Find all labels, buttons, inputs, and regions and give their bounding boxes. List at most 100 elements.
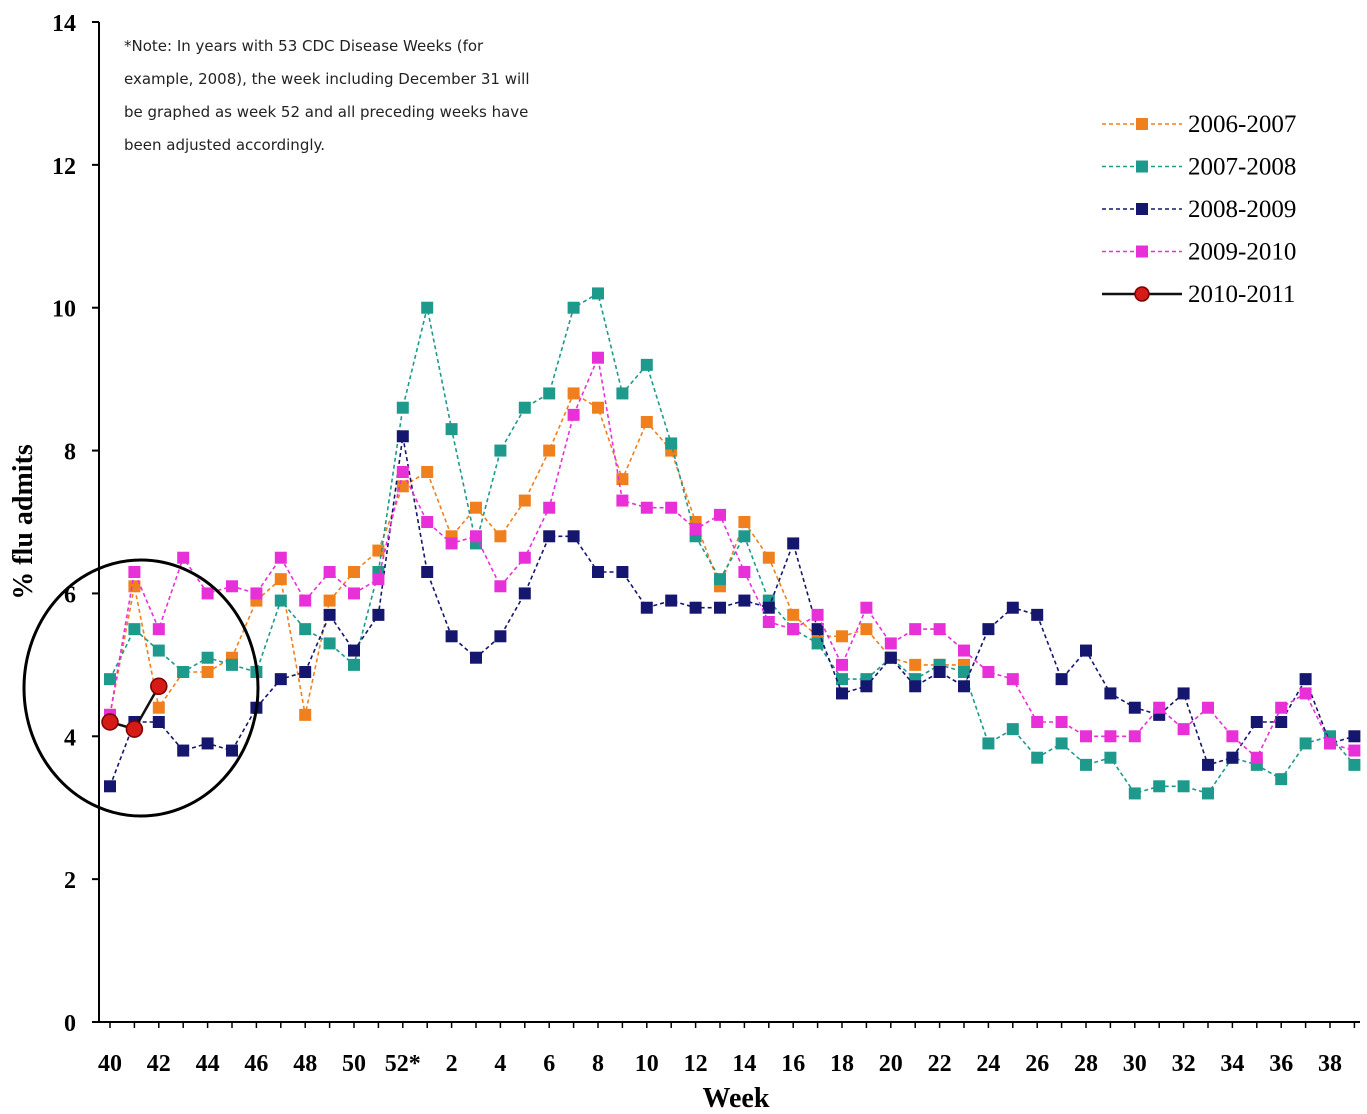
data-point: [1299, 737, 1312, 750]
data-point: [1055, 673, 1068, 686]
data-point: [909, 623, 922, 636]
data-point: [274, 573, 287, 586]
note-line-3: be graphed as week 52 and all preceding …: [124, 103, 528, 121]
legend-marker: [1136, 245, 1148, 258]
data-point: [1275, 716, 1288, 728]
data-point: [152, 644, 165, 657]
data-point: [1128, 701, 1141, 714]
data-point: [299, 666, 312, 678]
legend-entry-2010-2011: 2010-2011: [1102, 281, 1295, 308]
legend-marker: [1136, 160, 1148, 173]
data-point: [152, 701, 165, 714]
x-tick-label: 4: [494, 1051, 506, 1077]
data-point: [1031, 716, 1044, 728]
data-point: [396, 401, 409, 414]
x-tick-label: 34: [1220, 1051, 1244, 1077]
data-point: [1202, 787, 1214, 800]
data-point: [738, 530, 751, 543]
data-point: [689, 523, 702, 536]
data-point: [909, 658, 922, 671]
data-point: [494, 630, 507, 643]
data-point: [323, 594, 336, 607]
legend-marker: [1136, 203, 1148, 215]
x-tick-label: 36: [1269, 1051, 1293, 1077]
data-point: [811, 608, 824, 621]
data-point: [714, 508, 726, 521]
data-point: [665, 594, 678, 607]
data-point: [836, 658, 848, 671]
data-point: [250, 587, 263, 600]
data-point: [958, 666, 970, 678]
data-point: [567, 408, 580, 421]
series-layer: [101, 287, 1361, 800]
data-point: [1202, 701, 1214, 714]
x-tick-label: 44: [196, 1051, 220, 1077]
data-point: [299, 623, 312, 636]
x-tick-label: 14: [732, 1051, 756, 1077]
data-point: [738, 516, 751, 528]
y-tick-label: 2: [64, 868, 76, 894]
x-tick-label: 16: [781, 1051, 805, 1077]
x-tick-label: 32: [1172, 1051, 1196, 1077]
data-point: [201, 587, 214, 600]
x-tick-label: 20: [879, 1051, 903, 1077]
data-point: [958, 644, 970, 657]
data-point: [1006, 723, 1019, 736]
data-point: [421, 516, 434, 528]
data-point: [1226, 751, 1239, 764]
axes: [98, 22, 1360, 1023]
data-point: [1104, 730, 1117, 743]
data-point: [104, 673, 116, 686]
data-point: [543, 530, 556, 543]
data-point: [738, 594, 751, 607]
data-point: [860, 623, 873, 636]
x-axis-title: Week: [703, 1083, 770, 1114]
y-tick-label: 14: [52, 11, 76, 37]
data-point: [1250, 751, 1263, 764]
data-point: [1275, 773, 1288, 786]
x-tick-label: 18: [830, 1051, 854, 1077]
data-point: [567, 301, 580, 314]
data-point: [762, 616, 775, 628]
x-tick-label: 22: [928, 1051, 952, 1077]
data-point: [274, 594, 287, 607]
data-point: [1055, 737, 1068, 750]
highlight-circle: [22, 558, 260, 818]
data-point: [274, 551, 287, 564]
data-point: [811, 637, 824, 650]
data-point: [101, 713, 119, 731]
data-point: [104, 780, 116, 793]
data-point: [494, 530, 507, 543]
data-point: [836, 673, 848, 686]
data-point: [201, 666, 214, 678]
data-point: [982, 623, 995, 636]
data-point: [616, 387, 629, 400]
data-point: [958, 680, 970, 693]
data-point: [811, 623, 824, 636]
data-point: [860, 680, 873, 693]
x-tick-label: 38: [1318, 1051, 1342, 1077]
data-point: [1128, 730, 1141, 743]
data-point: [226, 658, 238, 671]
data-point: [274, 673, 287, 686]
legend-entry-2008-2009: 2008-2009: [1102, 196, 1296, 223]
series-line: [109, 354, 1355, 759]
data-point: [592, 287, 604, 300]
data-point: [445, 630, 458, 643]
data-point: [592, 401, 604, 414]
data-point: [592, 351, 604, 364]
series-2010-2011: [101, 677, 168, 738]
data-point: [884, 637, 897, 650]
data-point: [421, 301, 434, 314]
x-ticks: 40 42 44 46 48 50 52* 2 4 6 8 10 12 14 16 18 20 22 24 26 28 3…: [98, 1022, 1356, 1077]
y-tick-label: 0: [64, 1011, 76, 1037]
data-point: [714, 601, 726, 614]
data-point: [152, 716, 165, 728]
x-tick-label: 30: [1123, 1051, 1147, 1077]
data-point: [762, 551, 775, 564]
legend-marker: [1136, 118, 1148, 130]
data-point: [494, 444, 507, 457]
data-point: [348, 658, 360, 671]
x-tick-label: 48: [293, 1051, 317, 1077]
